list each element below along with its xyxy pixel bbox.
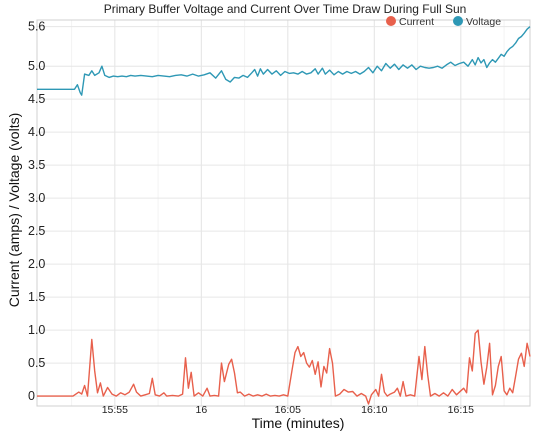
x-tick-label: 16:15 xyxy=(448,404,474,416)
y-tick-label: 2.0 xyxy=(28,257,45,271)
legend: Current Voltage xyxy=(386,16,501,28)
x-tick-label: 16:05 xyxy=(275,404,301,416)
x-axis-title: Time (minutes) xyxy=(252,415,345,431)
y-tick-label: 0.5 xyxy=(28,356,45,370)
y-tick-label: 3.0 xyxy=(28,191,45,205)
x-tick-label: 16:10 xyxy=(361,404,387,416)
chart-title: Primary Buffer Voltage and Current Over … xyxy=(104,2,467,16)
x-tick-label: 16 xyxy=(195,404,207,416)
y-axis-title: Current (amps) / Voltage (volts) xyxy=(6,113,22,308)
legend-item-current: Current xyxy=(386,16,434,28)
series-lines xyxy=(37,26,531,405)
y-tick-label: 1.5 xyxy=(28,290,45,304)
y-tick-label: 4.0 xyxy=(28,125,45,139)
y-tick-label: 3.5 xyxy=(28,158,45,172)
legend-label: Current xyxy=(399,16,434,28)
y-tick-label: 0 xyxy=(28,389,35,403)
series-line-current xyxy=(37,329,531,405)
y-tick-label: 1.0 xyxy=(28,323,45,337)
y-tick-label: 5.6 xyxy=(28,20,45,34)
legend-label: Voltage xyxy=(466,16,501,28)
legend-swatch xyxy=(386,16,396,26)
y-axis-ticks: 0 0.5 1.0 1.5 2.0 2.5 3.0 3.5 4.0 4.5 5.0 5.6 xyxy=(28,20,45,404)
y-tick-label: 5.0 xyxy=(28,59,45,73)
plot-frame xyxy=(36,19,531,407)
series-line-voltage xyxy=(37,26,531,96)
legend-item-voltage: Voltage xyxy=(453,16,501,28)
y-tick-label: 4.5 xyxy=(28,92,45,106)
grid xyxy=(37,20,530,406)
x-tick-label: 15:55 xyxy=(102,404,128,416)
legend-swatch xyxy=(453,16,463,26)
y-tick-label: 2.5 xyxy=(28,224,45,238)
x-axis-ticks: 15:55 16 16:05 16:10 16:15 xyxy=(102,404,474,416)
